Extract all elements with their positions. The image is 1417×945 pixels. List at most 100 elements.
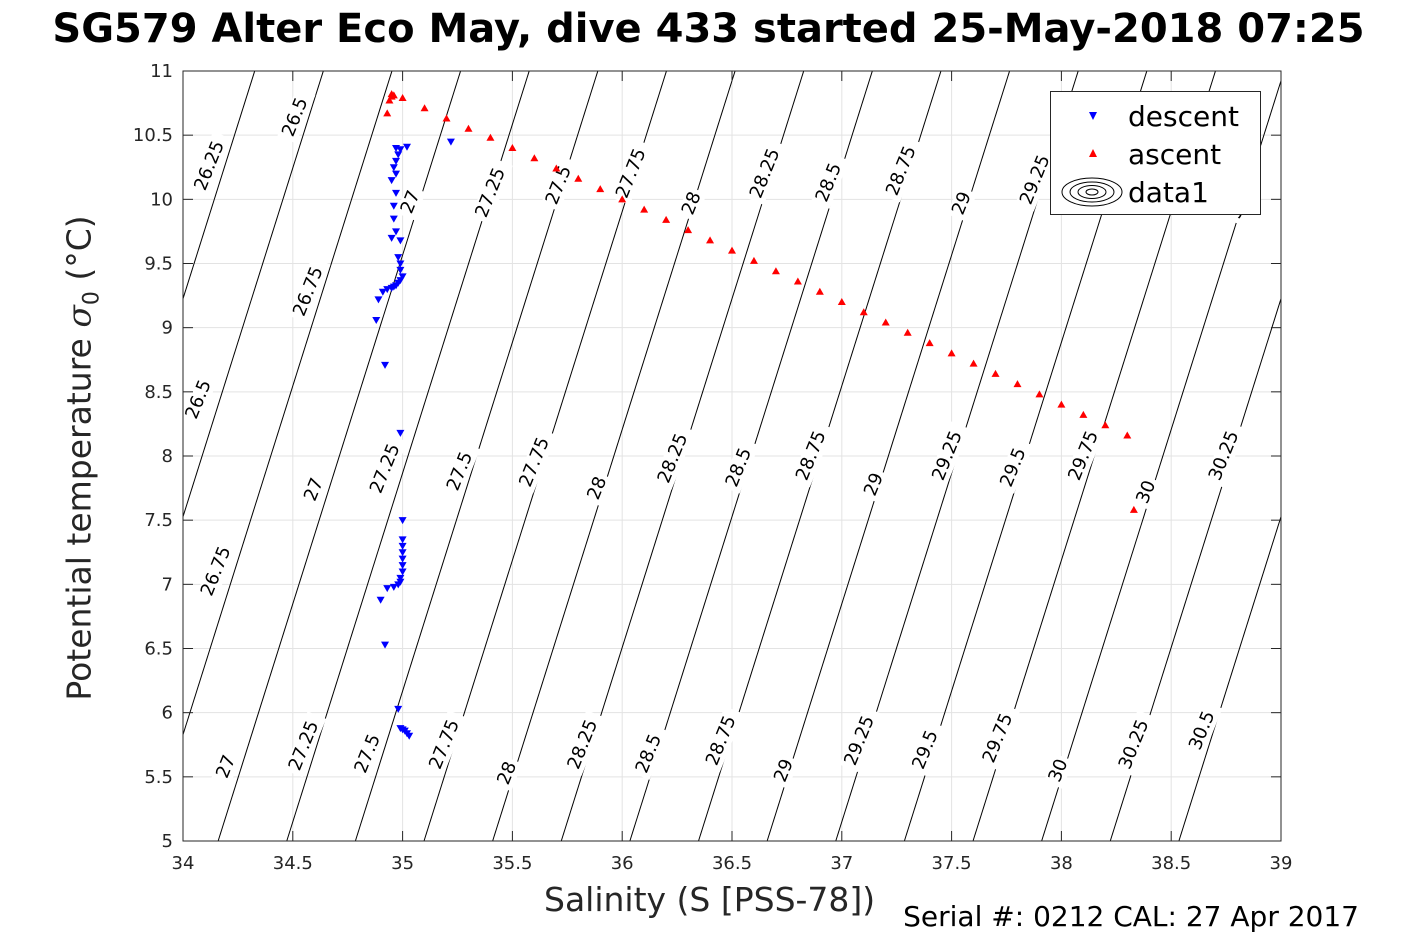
- contour-label-bg: [492, 756, 523, 792]
- y-tick-label: 9.5: [144, 254, 173, 275]
- ascent-point: [442, 114, 451, 122]
- descent-point: [398, 273, 407, 281]
- descent-point: [396, 260, 405, 268]
- contour-label-bg: [652, 423, 696, 490]
- contour-label-bg: [881, 136, 924, 203]
- ascent-point: [947, 349, 956, 357]
- contour-label-bg: [514, 427, 557, 494]
- contour-label-bg: [720, 437, 760, 494]
- contour-label-bg: [791, 421, 834, 488]
- y-axis-label-symbol: σ: [59, 305, 99, 328]
- ascent-point: [1129, 505, 1138, 513]
- contour-label-bg: [288, 257, 331, 323]
- descent-point: [398, 568, 407, 576]
- contour-label-bg: [745, 139, 788, 205]
- descent-point: [381, 361, 390, 369]
- ascent-point: [1035, 390, 1044, 398]
- ascent-point: [596, 185, 605, 193]
- contour-label-bg: [196, 536, 239, 603]
- ascent-point: [640, 205, 649, 213]
- ascent-point: [925, 339, 934, 347]
- x-tick-label: 37: [830, 853, 853, 874]
- contour-label-bg: [299, 472, 330, 508]
- contour-label-bg: [927, 421, 970, 488]
- descent-point: [394, 705, 403, 713]
- legend-label-ascent: ascent: [1128, 138, 1222, 171]
- descent-point: [394, 581, 403, 589]
- descent-point: [383, 286, 392, 294]
- contour-label-bg: [611, 139, 654, 205]
- ascent-point: [793, 277, 802, 285]
- contour-label-bg: [470, 158, 513, 225]
- ascent-point: [859, 308, 868, 316]
- contour-label-bg: [630, 724, 669, 780]
- contour-label-bg: [283, 711, 327, 778]
- contour-label-bg: [211, 749, 242, 785]
- descent-point: [446, 138, 455, 146]
- descent-point: [387, 177, 396, 185]
- contour-label-bg: [1015, 145, 1058, 212]
- triangle-up-icon: [1089, 149, 1097, 157]
- descent-point: [396, 266, 405, 274]
- descent-point: [381, 641, 390, 649]
- legend-item-ascent[interactable]: ascent: [1051, 136, 1260, 172]
- contour-label-bg: [562, 710, 606, 776]
- contour-label-bg: [180, 369, 219, 426]
- y-tick-label: 7.5: [144, 510, 173, 531]
- ascent-point: [771, 267, 780, 275]
- contour-label-bg: [365, 434, 408, 501]
- descent-point: [394, 254, 403, 262]
- y-axis-label-subscript: 0: [79, 291, 105, 306]
- chart-title: SG579 Alter Eco May, dive 433 started 25…: [52, 6, 1365, 52]
- y-tick-label: 7: [162, 574, 173, 595]
- contour-label-bg: [395, 185, 426, 221]
- descent-point: [392, 228, 401, 236]
- legend[interactable]: descent ascent data1: [1050, 91, 1261, 215]
- contour-label-bg: [277, 87, 316, 144]
- ascent-point: [815, 287, 824, 295]
- ascent-point: [398, 93, 407, 101]
- descent-point: [383, 585, 392, 593]
- legend-item-data1[interactable]: data1: [1051, 174, 1260, 210]
- descent-point: [396, 574, 405, 582]
- contour-label-bg: [189, 131, 232, 198]
- legend-label-data1: data1: [1128, 176, 1209, 209]
- ascent-point: [383, 109, 392, 117]
- contour-label-bg: [769, 753, 800, 789]
- descent-point: [396, 429, 405, 437]
- descent-point: [392, 170, 401, 178]
- descent-point: [398, 549, 407, 557]
- ascent-point: [1079, 410, 1088, 418]
- descent-point: [392, 157, 401, 165]
- y-tick-label: 11: [150, 61, 173, 82]
- contour-label-bg: [701, 706, 744, 773]
- y-axis-label: Potential temperature σ0 (°C): [60, 215, 105, 700]
- descent-point: [405, 732, 414, 740]
- contour-label-bg: [859, 467, 890, 503]
- descent-point: [398, 536, 407, 544]
- contour-label-bg: [1204, 421, 1247, 488]
- descent-point: [376, 596, 385, 604]
- descent-point: [389, 583, 398, 591]
- descent-point: [389, 202, 398, 210]
- descent-point: [392, 189, 401, 197]
- contour-label-bg: [424, 710, 467, 776]
- descent-point: [396, 146, 405, 154]
- triangle-down-icon: [1089, 112, 1097, 120]
- y-tick-label: 6.5: [144, 639, 173, 660]
- x-tick-label: 36: [611, 853, 634, 874]
- legend-item-descent[interactable]: descent: [1051, 98, 1260, 134]
- ascent-point: [969, 359, 978, 367]
- ascent-point: [991, 369, 1000, 377]
- ascent-point: [530, 154, 539, 162]
- ascent-point: [618, 195, 627, 203]
- data-series: [372, 90, 1138, 740]
- x-tick-label: 38.5: [1151, 853, 1191, 874]
- y-tick-label: 8: [162, 446, 173, 467]
- x-tick-label: 37.5: [932, 853, 972, 874]
- x-tick-label: 34: [172, 853, 195, 874]
- contour-label-bg: [977, 703, 1021, 770]
- contour-ellipses-icon: [1061, 177, 1123, 207]
- ascent-point: [508, 144, 517, 151]
- descent-point: [389, 215, 398, 223]
